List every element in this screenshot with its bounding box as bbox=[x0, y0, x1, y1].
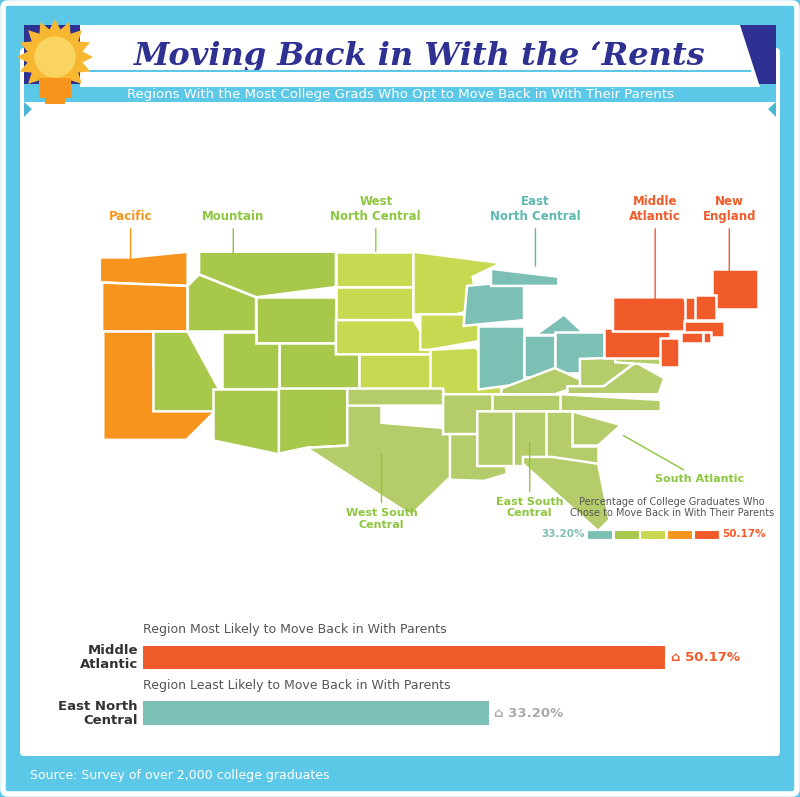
Polygon shape bbox=[478, 411, 518, 466]
Text: ⌂ 50.17%: ⌂ 50.17% bbox=[671, 651, 740, 664]
Polygon shape bbox=[572, 411, 621, 446]
Text: Middle: Middle bbox=[87, 644, 138, 657]
Polygon shape bbox=[420, 315, 494, 350]
Bar bbox=[142, 646, 666, 669]
Polygon shape bbox=[604, 328, 670, 358]
Polygon shape bbox=[492, 395, 591, 411]
Text: East North: East North bbox=[58, 700, 138, 713]
Polygon shape bbox=[213, 389, 279, 453]
Polygon shape bbox=[80, 25, 760, 87]
Polygon shape bbox=[561, 395, 661, 411]
Polygon shape bbox=[347, 389, 446, 406]
Text: Percentage of College Graduates Who
Chose to Move Back in With Their Parents: Percentage of College Graduates Who Chos… bbox=[570, 497, 774, 519]
Text: Mountain: Mountain bbox=[202, 210, 265, 254]
Text: South Atlantic: South Atlantic bbox=[623, 435, 744, 484]
Polygon shape bbox=[17, 19, 93, 95]
Bar bbox=[586, 530, 612, 539]
Bar bbox=[667, 530, 692, 539]
Polygon shape bbox=[336, 287, 414, 320]
Polygon shape bbox=[279, 343, 358, 389]
Polygon shape bbox=[535, 315, 582, 335]
Polygon shape bbox=[463, 281, 524, 326]
Bar bbox=[694, 530, 719, 539]
Text: Moving Back in With the ‘Rents: Moving Back in With the ‘Rents bbox=[134, 41, 706, 72]
Bar bbox=[614, 530, 638, 539]
Text: Central: Central bbox=[83, 714, 138, 727]
Polygon shape bbox=[358, 355, 443, 389]
Text: Pacific: Pacific bbox=[109, 210, 152, 266]
Polygon shape bbox=[580, 358, 636, 387]
Polygon shape bbox=[478, 326, 524, 389]
Polygon shape bbox=[695, 295, 716, 320]
Polygon shape bbox=[336, 320, 435, 355]
Polygon shape bbox=[336, 252, 414, 287]
Text: ⌂ 33.20%: ⌂ 33.20% bbox=[494, 707, 564, 720]
Polygon shape bbox=[523, 457, 610, 531]
Polygon shape bbox=[685, 297, 706, 320]
Polygon shape bbox=[24, 102, 32, 117]
Polygon shape bbox=[443, 395, 499, 434]
Text: West
North Central: West North Central bbox=[330, 195, 421, 251]
Polygon shape bbox=[279, 389, 347, 453]
FancyBboxPatch shape bbox=[3, 3, 797, 794]
FancyBboxPatch shape bbox=[39, 78, 71, 98]
Text: New
England: New England bbox=[702, 195, 756, 272]
Bar bbox=[640, 530, 666, 539]
FancyBboxPatch shape bbox=[45, 92, 65, 104]
Polygon shape bbox=[102, 282, 188, 332]
Circle shape bbox=[35, 37, 75, 77]
Polygon shape bbox=[613, 297, 702, 332]
Polygon shape bbox=[615, 358, 666, 366]
Polygon shape bbox=[199, 252, 336, 297]
Polygon shape bbox=[430, 347, 502, 395]
Polygon shape bbox=[514, 411, 553, 466]
Text: East South
Central: East South Central bbox=[496, 442, 563, 519]
Text: Region Most Likely to Move Back in With Parents: Region Most Likely to Move Back in With … bbox=[142, 623, 446, 636]
Polygon shape bbox=[524, 335, 555, 377]
Polygon shape bbox=[414, 252, 502, 315]
Polygon shape bbox=[703, 332, 711, 343]
Text: 33.20%: 33.20% bbox=[541, 529, 585, 540]
Polygon shape bbox=[188, 274, 256, 332]
Polygon shape bbox=[660, 339, 679, 367]
Polygon shape bbox=[491, 269, 558, 286]
Polygon shape bbox=[546, 411, 598, 464]
Text: Atlantic: Atlantic bbox=[79, 658, 138, 671]
Polygon shape bbox=[222, 332, 279, 389]
Polygon shape bbox=[100, 252, 188, 286]
Polygon shape bbox=[768, 102, 776, 117]
Bar bbox=[24, 25, 776, 85]
FancyBboxPatch shape bbox=[20, 48, 780, 756]
Text: Middle
Atlantic: Middle Atlantic bbox=[630, 195, 681, 306]
Polygon shape bbox=[712, 269, 758, 308]
Text: 50.17%: 50.17% bbox=[722, 529, 766, 540]
Bar bbox=[142, 701, 489, 725]
Polygon shape bbox=[256, 297, 336, 343]
Text: Region Least Likely to Move Back in With Parents: Region Least Likely to Move Back in With… bbox=[142, 679, 450, 692]
Polygon shape bbox=[502, 368, 588, 395]
Text: Regions With the Most College Grads Who Opt to Move Back in With Their Parents: Regions With the Most College Grads Who … bbox=[126, 88, 674, 100]
Polygon shape bbox=[450, 434, 507, 481]
Polygon shape bbox=[682, 332, 703, 343]
Polygon shape bbox=[684, 321, 723, 337]
Polygon shape bbox=[306, 395, 456, 515]
Bar bbox=[24, 84, 776, 102]
Polygon shape bbox=[555, 332, 604, 372]
Text: West South
Central: West South Central bbox=[346, 454, 418, 530]
Polygon shape bbox=[154, 332, 222, 411]
Polygon shape bbox=[567, 363, 664, 395]
Text: East
North Central: East North Central bbox=[490, 195, 581, 266]
Polygon shape bbox=[103, 332, 215, 440]
Text: Source: Survey of over 2,000 college graduates: Source: Survey of over 2,000 college gra… bbox=[30, 768, 330, 782]
